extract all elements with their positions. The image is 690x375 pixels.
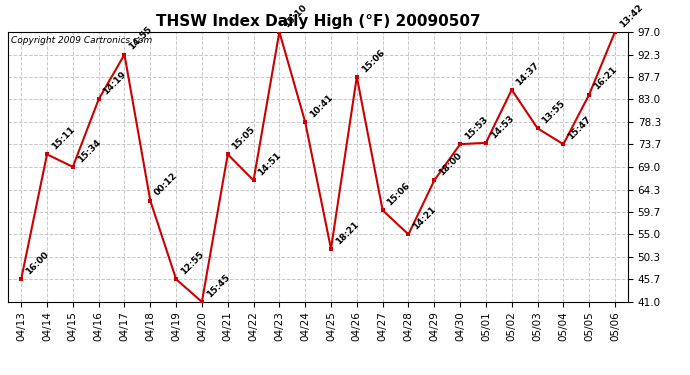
Text: 14:55: 14:55 <box>127 25 154 52</box>
Text: 14:19: 14:19 <box>101 70 128 97</box>
Text: 14:37: 14:37 <box>515 60 541 87</box>
Text: 14:51: 14:51 <box>256 151 283 178</box>
Text: 18:21: 18:21 <box>334 219 360 246</box>
Text: 15:05: 15:05 <box>230 125 257 152</box>
Text: 16:00: 16:00 <box>24 250 50 276</box>
Text: 15:34: 15:34 <box>76 137 102 164</box>
Text: 15:10: 15:10 <box>282 3 308 29</box>
Title: THSW Index Daily High (°F) 20090507: THSW Index Daily High (°F) 20090507 <box>156 14 480 29</box>
Text: 10:41: 10:41 <box>308 93 335 119</box>
Text: 14:21: 14:21 <box>411 205 438 232</box>
Text: 12:55: 12:55 <box>179 250 206 276</box>
Text: 15:45: 15:45 <box>205 272 231 299</box>
Text: 14:53: 14:53 <box>489 113 515 140</box>
Text: 00:12: 00:12 <box>153 171 179 198</box>
Text: 15:47: 15:47 <box>566 115 593 141</box>
Text: 16:21: 16:21 <box>592 65 618 92</box>
Text: 15:06: 15:06 <box>359 47 386 74</box>
Text: 13:55: 13:55 <box>540 99 567 126</box>
Text: 15:53: 15:53 <box>463 115 489 141</box>
Text: 18:00: 18:00 <box>437 151 464 178</box>
Text: 15:11: 15:11 <box>50 125 77 152</box>
Text: Copyright 2009 Cartronics.com: Copyright 2009 Cartronics.com <box>11 36 152 45</box>
Text: 15:06: 15:06 <box>386 181 412 207</box>
Text: 13:42: 13:42 <box>618 2 644 29</box>
